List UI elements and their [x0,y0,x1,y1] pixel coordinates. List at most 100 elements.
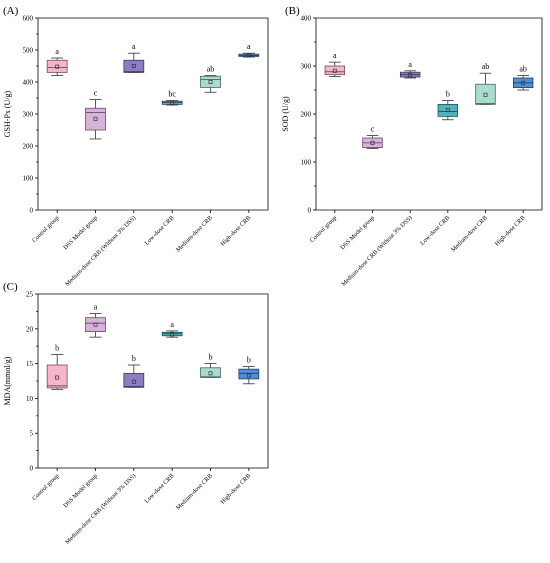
x-category-label: DSS Model group [62,214,99,251]
mean-marker [408,73,413,78]
box-4: a [161,320,183,338]
box-body [123,59,145,73]
x-category-label: High-dose CRB [219,214,252,247]
mean-marker [93,116,98,121]
x-category-label: Medium-dose CRB [175,214,214,253]
significance-letter: c [371,125,375,134]
significance-letter: a [247,42,251,51]
x-category-label: High-dose CRB [219,472,252,505]
box-body [85,107,106,131]
x-category-label: Control group [309,214,339,244]
y-axis-label: SOD (U/g) [281,96,290,132]
box-3: a [399,60,421,79]
x-category-label: Low-dose CRB [419,214,451,246]
box-body [46,59,68,73]
mean-marker [332,68,337,73]
y-axis-label: MDA(mmol/g) [3,356,12,405]
box-4: b [437,90,459,121]
y-tick-label: 500 [23,47,34,55]
panel-label: (C) [3,281,18,293]
x-category-label: Control group [31,472,61,502]
significance-letter: a [132,42,136,51]
mean-marker [521,80,526,85]
significance-letter: a [170,320,174,329]
chart-panel-2: (B) 0 100 200 300 400 SOD (U/g) Control group DS… [281,5,543,288]
mean-marker [131,64,136,68]
significance-letter: bc [168,90,176,99]
y-tick-label: 300 [301,63,312,71]
x-category-label: Medium-dose CRB (Without 3% DSS) [64,472,137,545]
mean-marker [170,332,175,337]
y-tick-label: 600 [23,15,34,23]
x-category-label: Medium-dose CRB (Without 3% DSS) [64,214,137,287]
box-6: ab [512,65,534,91]
mean-marker [170,100,175,105]
y-tick-label: 100 [23,175,34,183]
x-category-label: High-dose CRB [494,214,527,247]
box-body [437,104,459,117]
significance-letter: b [132,354,136,363]
mean-marker [131,379,136,384]
significance-letter: b [446,90,450,99]
y-tick-label: 300 [23,111,34,119]
y-tick-label: 0 [30,465,34,473]
mean-marker [483,92,488,97]
mean-marker [55,64,60,69]
mean-marker [246,53,251,58]
mean-marker [55,375,60,380]
x-category-label: Low-dose CRB [143,472,175,504]
significance-letter: ab [519,65,527,74]
significance-letter: a [408,60,412,69]
x-category-label: Control group [31,214,61,244]
y-tick-label: 20 [26,325,34,333]
significance-letter: ab [207,65,215,74]
significance-letter: c [94,89,98,98]
mean-marker [208,371,213,376]
mean-marker [93,322,98,327]
box-3: b [123,354,145,388]
y-tick-label: 100 [301,159,312,167]
y-tick-label: 0 [308,207,312,215]
y-tick-label: 25 [26,291,34,299]
mean-marker [370,140,375,145]
box-1: a [46,47,68,76]
significance-letter: a [94,302,98,311]
box-6: a [238,42,260,58]
box-2: c [362,125,383,149]
y-tick-label: 0 [30,207,34,215]
x-category-label: Medium-dose CRB [175,472,214,511]
box-5: ab [475,62,496,105]
box-6: b [238,355,260,385]
y-axis-label: GSH-Px (U/g) [3,90,12,137]
significance-letter: b [55,344,59,353]
mean-marker [208,80,213,84]
box-body [200,367,221,378]
box-1: b [46,344,68,390]
box-5: b [200,353,221,378]
y-tick-label: 5 [30,430,34,438]
x-category-label: Low-dose CRB [143,214,175,246]
box-2: c [85,89,106,140]
box-body [85,317,106,332]
x-category-label: Medium-dose CRB (Without 3% DSS) [340,214,413,287]
chart-panel-3: (C) 0 5 10 15 20 25 MDA(mmol/g) Control group DSS… [3,281,269,546]
mean-marker [246,373,251,378]
box-4: bc [161,90,183,106]
x-category-label: Medium-dose CRB [450,214,489,253]
box-1: a [324,51,346,77]
box-body [200,75,221,88]
significance-letter: b [247,355,251,364]
box-5: ab [200,65,221,93]
box-body [324,65,346,76]
panel-label: (A) [3,5,19,17]
mean-marker [445,108,450,113]
panel-label: (B) [285,5,300,17]
x-category-label: DSS Model group [62,472,99,509]
box-3: a [123,42,145,73]
significance-letter: a [333,51,337,60]
y-tick-label: 400 [23,79,34,87]
significance-letter: a [55,47,59,56]
box-body [46,364,68,389]
chart-panel-1: (A) 0 100 200 300 400 500 600 GSH-Px (U/g) Contro… [3,5,269,288]
